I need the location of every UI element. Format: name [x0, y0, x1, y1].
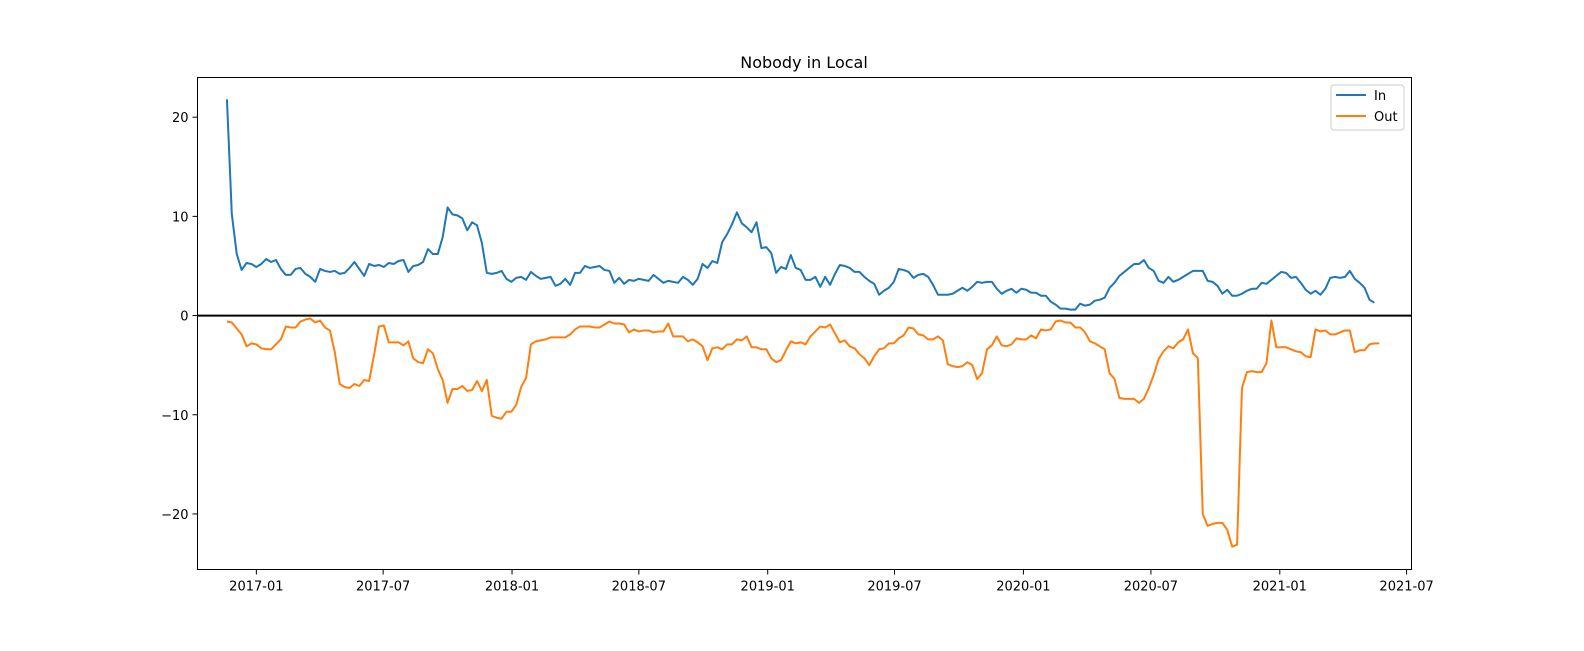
x-tick-label: 2018-01 [485, 580, 539, 595]
series-line-in [225, 99, 1375, 311]
y-axis: 20 10 0 −10 −20 [161, 111, 198, 523]
y-tick-label: −20 [161, 508, 188, 523]
x-tick-label: 2020-07 [1124, 580, 1178, 595]
series-line-out [226, 317, 1380, 548]
legend-box [1330, 84, 1405, 131]
y-tick-label: −10 [161, 409, 188, 424]
axes-frame [197, 77, 1412, 570]
x-tick-label: 2019-01 [741, 580, 795, 595]
y-tick-label: 20 [172, 111, 189, 126]
x-tick-label: 2021-07 [1379, 580, 1433, 595]
x-tick-label: 2017-01 [229, 580, 283, 595]
plot-area [197, 99, 1412, 548]
x-tick-label: 2017-07 [356, 580, 410, 595]
x-tick-label: 2018-07 [612, 580, 666, 595]
legend-label-in: In [1374, 89, 1386, 104]
x-tick-label: 2020-01 [996, 580, 1050, 595]
x-tick-label: 2019-07 [867, 580, 921, 595]
y-tick-label: 0 [180, 310, 188, 325]
legend: In Out [1330, 84, 1405, 131]
chart-title: Nobody in Local [740, 53, 868, 72]
x-axis: 2017-01 2017-07 2018-01 2018-07 2019-01 2019-… [229, 569, 1434, 595]
legend-label-out: Out [1374, 110, 1398, 125]
y-tick-label: 10 [172, 210, 189, 225]
x-tick-label: 2021-01 [1253, 580, 1307, 595]
